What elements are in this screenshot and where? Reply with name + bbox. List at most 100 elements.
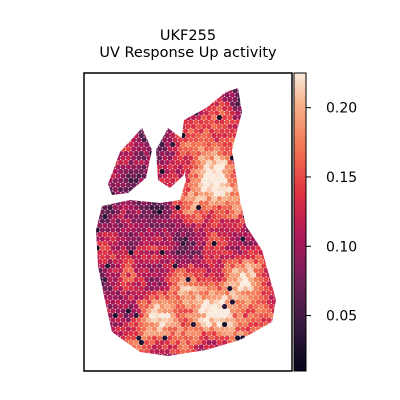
tissue-spot — [128, 168, 134, 175]
tissue-spot — [128, 249, 134, 256]
tissue-spot — [242, 258, 248, 265]
tissue-spot — [131, 227, 137, 233]
tissue-spot — [229, 299, 235, 305]
tissue-spot — [203, 119, 209, 125]
tissue-spot — [193, 218, 199, 224]
tissue-spot — [170, 177, 176, 184]
tissue-spot — [170, 330, 176, 337]
tissue-spot — [157, 218, 163, 224]
tissue-spot — [196, 168, 202, 175]
tissue-spot — [188, 191, 194, 197]
tissue-spot — [164, 240, 170, 247]
tissue-spot — [190, 159, 196, 166]
tissue-spot — [258, 258, 264, 265]
tissue-spot — [237, 249, 243, 256]
tissue-spot — [196, 177, 202, 184]
tissue-spot — [193, 245, 199, 251]
tissue-spot — [209, 119, 215, 125]
tissue-spot — [255, 299, 261, 305]
tissue-spot — [110, 236, 116, 242]
tissue-spot — [170, 321, 176, 328]
tissue-spot — [123, 240, 129, 247]
tissue-spot — [190, 267, 196, 274]
tissue-spot — [157, 344, 163, 350]
tissue-spot — [216, 303, 222, 310]
tissue-spot — [112, 294, 118, 301]
tissue-spot — [172, 344, 178, 350]
tissue-spot — [133, 231, 139, 238]
tissue-spot — [188, 164, 194, 170]
tissue-spot — [157, 146, 163, 152]
tissue-spot — [159, 258, 165, 265]
tissue-spot — [133, 168, 139, 175]
tissue-spot — [248, 294, 254, 301]
tissue-spot — [222, 141, 228, 148]
tissue-spot — [172, 245, 178, 251]
tissue-spot — [136, 218, 142, 224]
tissue-spot — [112, 285, 118, 292]
tissue-spot — [209, 236, 215, 242]
colorbar-tick-label: 0.20 — [326, 101, 357, 117]
tissue-spot — [141, 254, 147, 260]
tissue-spot — [170, 249, 176, 256]
tissue-spot — [214, 227, 220, 233]
tissue-spot — [198, 200, 204, 206]
tissue-spot — [151, 209, 157, 215]
tissue-spot — [232, 330, 238, 337]
tissue-spot — [211, 339, 217, 346]
tissue-spot — [107, 276, 113, 283]
tissue-spot — [102, 204, 108, 211]
tissue-spot — [237, 231, 243, 238]
tissue-spot — [227, 150, 233, 157]
tissue-spot — [105, 245, 111, 251]
tissue-spot — [128, 285, 134, 292]
tissue-spot — [242, 312, 248, 319]
tissue-spot — [162, 272, 168, 278]
tissue-spot — [229, 263, 235, 269]
tissue-spot — [146, 218, 152, 224]
tissue-spot — [164, 213, 170, 220]
tissue-spot — [188, 128, 194, 134]
tissue-spot — [164, 258, 170, 265]
tissue-spot — [167, 155, 173, 161]
tissue-spot — [144, 312, 150, 319]
tissue-spot — [133, 303, 139, 310]
tissue-spot — [149, 204, 155, 211]
tissue-spot — [185, 132, 191, 139]
tissue-spot — [188, 173, 194, 179]
tissue-spot — [154, 267, 160, 274]
tissue-spot — [144, 285, 150, 292]
tissue-spot — [211, 195, 217, 202]
tissue-spot — [172, 173, 178, 179]
tissue-spot — [159, 276, 165, 283]
tissue-spot — [149, 258, 155, 265]
tissue-spot — [131, 146, 137, 152]
tissue-spot — [144, 267, 150, 274]
tissue-spot — [203, 344, 209, 350]
tissue-spot — [185, 213, 191, 220]
tissue-spot — [172, 164, 178, 170]
tissue-spot — [159, 294, 165, 301]
tissue-spot — [242, 303, 248, 310]
tissue-spot — [232, 321, 238, 328]
tissue-spot — [216, 105, 222, 112]
tissue-spot — [196, 258, 202, 265]
tissue-spot — [162, 326, 168, 332]
tissue-spot — [235, 290, 241, 296]
tissue-spot — [253, 267, 259, 274]
tissue-spot — [172, 155, 178, 161]
tissue-spot — [193, 308, 199, 314]
tissue-spot — [219, 209, 225, 215]
tissue-spot — [138, 258, 144, 265]
tissue-spot — [240, 308, 246, 314]
tissue-spot — [222, 105, 228, 112]
tissue-spot — [227, 258, 233, 265]
tissue-spot — [245, 299, 251, 305]
tissue-spot — [222, 150, 228, 157]
tissue-spot — [229, 209, 235, 215]
tissue-spot — [250, 281, 256, 287]
tissue-spot — [266, 299, 272, 305]
tissue-spot — [125, 308, 131, 314]
tissue-spot — [190, 258, 196, 265]
tissue-spot — [146, 299, 152, 305]
